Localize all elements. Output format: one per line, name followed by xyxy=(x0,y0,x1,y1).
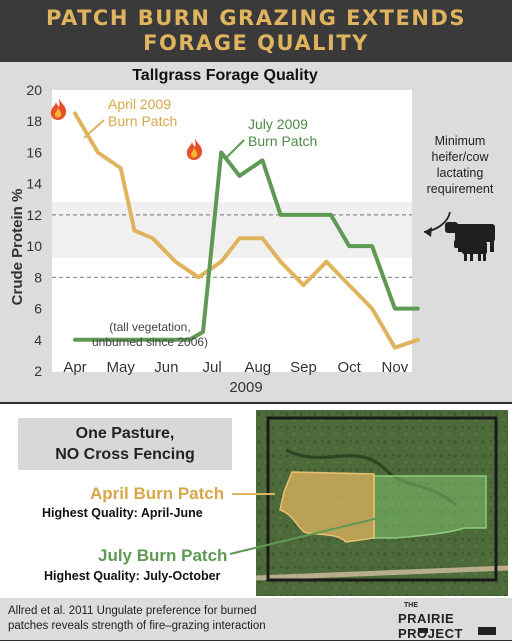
april-label-leader xyxy=(83,119,105,139)
pasture-box-line-2: NO Cross Fencing xyxy=(55,446,195,463)
july-series-label-1: July 2009 xyxy=(248,116,308,132)
chart-title: Tallgrass Forage Quality xyxy=(132,67,318,84)
july-burn-series-line xyxy=(73,150,420,342)
logo-animals-icon xyxy=(418,627,496,635)
april-quality-label: Highest Quality: April-June xyxy=(42,506,203,520)
y-tick-label: 10 xyxy=(26,238,42,254)
pasture-map xyxy=(256,410,508,596)
requirement-label-2: heifer/cow xyxy=(432,150,490,164)
fire-icon xyxy=(186,138,203,160)
x-tick-label: Aug xyxy=(244,359,271,376)
april-series-label-2: Burn Patch xyxy=(108,113,177,129)
y-tick-label: 4 xyxy=(34,332,42,348)
fire-icon xyxy=(50,98,67,120)
label-leaders xyxy=(229,493,396,555)
july-burn-patch xyxy=(373,475,487,539)
citation-line-1: Allred et al. 2011 Ungulate preference f… xyxy=(8,605,257,617)
prairie-project-logo: THE PRAIRIE PROJECT xyxy=(398,602,498,641)
forage-quality-chart: Tallgrass Forage Quality 2 4 6 8 10 12 14 16 18 2… xyxy=(9,67,495,396)
citation: Allred et al. 2011 Ungulate preference f… xyxy=(8,604,266,634)
y-tick-label: 18 xyxy=(26,113,42,129)
x-tick-label: Jun xyxy=(154,359,178,376)
footer: Allred et al. 2011 Ungulate preference f… xyxy=(0,598,512,641)
logo-small-text: THE xyxy=(404,602,418,609)
x-tick-label: Oct xyxy=(338,359,362,376)
april-series-label-1: April 2009 xyxy=(108,96,171,112)
x-tick-label: Apr xyxy=(63,359,86,376)
calf-icon xyxy=(454,240,487,261)
pasture-boundary xyxy=(266,416,498,582)
y-tick-label: 16 xyxy=(26,144,42,160)
y-tick-label: 20 xyxy=(26,82,42,98)
x-tick-label: Jul xyxy=(203,359,222,376)
y-tick-label: 2 xyxy=(34,363,42,379)
april-burn-series-line xyxy=(73,111,420,350)
y-tick-label: 6 xyxy=(34,301,42,317)
x-axis-label: 2009 xyxy=(229,379,262,396)
x-tick-label: Sep xyxy=(290,359,317,376)
july-series-label-2: Burn Patch xyxy=(248,133,317,149)
title-line-1: PATCH BURN GRAZING EXTENDS xyxy=(46,6,466,30)
annotation-line-2: unburned since 2006) xyxy=(92,335,208,349)
requirement-label-3: lactating xyxy=(437,166,484,180)
y-axis-label: Crude Protein % xyxy=(9,189,26,306)
pasture-info-box: One Pasture, NO Cross Fencing xyxy=(18,418,232,470)
pasture-box-line-1: One Pasture, xyxy=(75,425,175,442)
july-quality-label: Highest Quality: July-October xyxy=(44,569,221,583)
x-tick-label: Nov xyxy=(382,359,409,376)
logo-big-text: PRAIRIE PROJECT xyxy=(398,611,463,641)
requirement-arrowhead xyxy=(424,227,432,237)
header: PATCH BURN GRAZING EXTENDS FORAGE QUALIT… xyxy=(0,0,512,62)
y-tick-label: 14 xyxy=(26,176,42,192)
annotation-line-1: (tall vegetation, xyxy=(109,320,190,334)
y-tick-label: 8 xyxy=(34,269,42,285)
requirement-label-1: Minimum xyxy=(435,134,486,148)
title-line-2: FORAGE QUALITY xyxy=(143,31,369,55)
y-tick-label: 12 xyxy=(26,207,42,223)
map-road xyxy=(256,565,508,581)
citation-line-2: patches reveals strength of fire–grazing… xyxy=(8,620,266,632)
july-label-leader xyxy=(225,139,245,159)
april-patch-label: April Burn Patch xyxy=(90,484,225,503)
july-patch-label: July Burn Patch xyxy=(98,546,228,565)
x-tick-label: May xyxy=(107,359,136,376)
requirement-label-4: requirement xyxy=(427,182,494,196)
